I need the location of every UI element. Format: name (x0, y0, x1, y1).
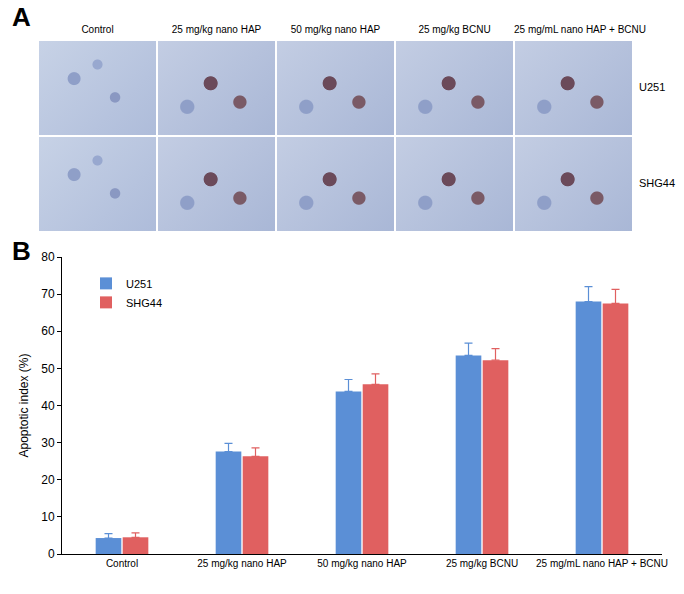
svg-text:30: 30 (41, 436, 55, 450)
svg-text:Apoptotic index (%): Apoptotic index (%) (17, 353, 31, 457)
svg-text:25 mg/kg nano HAP: 25 mg/kg nano HAP (197, 558, 287, 569)
svg-text:80: 80 (41, 250, 55, 264)
svg-text:10: 10 (41, 510, 55, 524)
svg-text:25 mg/kg BCNU: 25 mg/kg BCNU (446, 558, 518, 569)
html-text:B: B (12, 236, 31, 266)
svg-text:25 mg/mL nano HAP + BCNU: 25 mg/mL nano HAP + BCNU (536, 558, 668, 569)
svg-text:50 mg/kg nano HAP: 50 mg/kg nano HAP (317, 558, 407, 569)
html-text:U251: U251 (639, 81, 666, 93)
svg-text:70: 70 (41, 287, 55, 301)
svg-text:SHG44: SHG44 (126, 297, 162, 309)
svg-text:0: 0 (48, 547, 55, 561)
svg-text:20: 20 (41, 473, 55, 487)
html-text:A: A (12, 2, 31, 32)
svg-text:U251: U251 (126, 278, 152, 290)
svg-text:50: 50 (41, 362, 55, 376)
svg-text:40: 40 (41, 399, 55, 413)
svg-text:60: 60 (41, 324, 55, 338)
html-text:SHG44: SHG44 (639, 177, 676, 189)
html-text:50 mg/kg nano HAP: 50 mg/kg nano HAP (290, 24, 381, 35)
html-text:25 mg/mL nano HAP + BCNU: 25 mg/mL nano HAP + BCNU (514, 24, 646, 35)
html-text:Control: Control (81, 24, 114, 35)
html-text:25 mg/kg BCNU: 25 mg/kg BCNU (418, 24, 491, 35)
svg-text:Control: Control (106, 558, 138, 569)
html-text:25 mg/kg nano HAP: 25 mg/kg nano HAP (171, 24, 262, 35)
